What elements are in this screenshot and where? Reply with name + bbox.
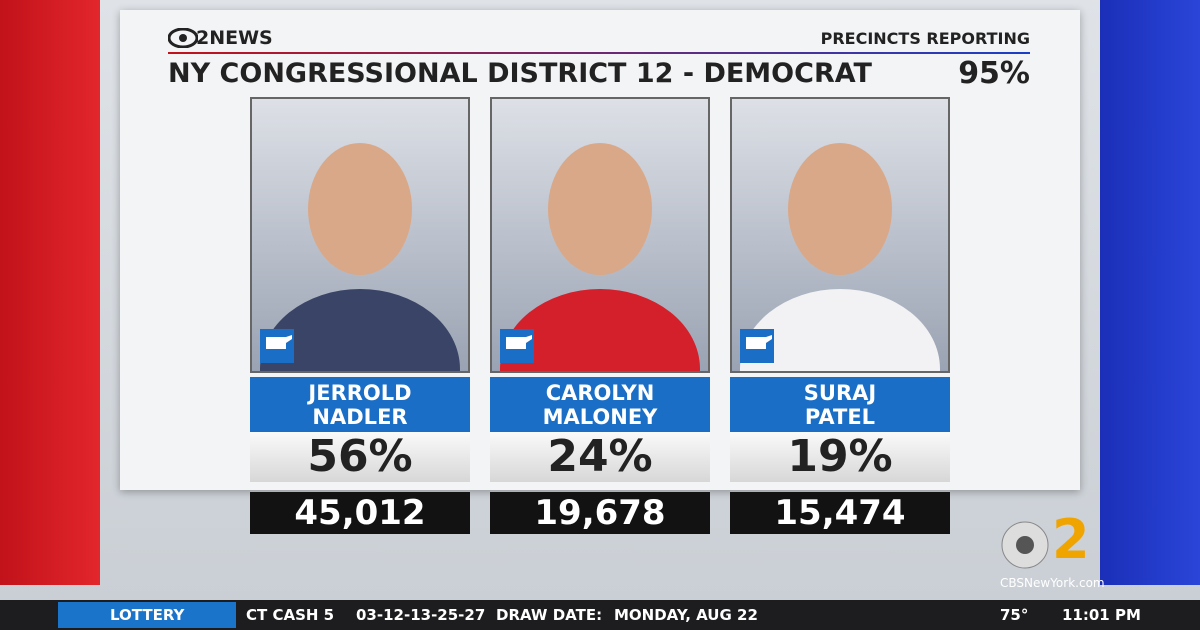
ticker-numbers: 03-12-13-25-27: [356, 606, 486, 624]
candidate-photo: [730, 97, 950, 373]
race-title: NY CONGRESSIONAL DISTRICT 12 - DEMOCRAT: [168, 58, 872, 89]
vote-count: 19,678: [490, 492, 710, 534]
station-number: 2: [1052, 508, 1090, 571]
reporting-label: PRECINCTS REPORTING: [820, 29, 1030, 48]
name-last: PATEL: [804, 405, 876, 429]
blue-stripe: [1100, 0, 1200, 585]
ticker-draw-date: MONDAY, AUG 22: [614, 606, 758, 624]
candidate-photo: [250, 97, 470, 373]
vote-count: 15,474: [730, 492, 950, 534]
vote-count: 45,012: [250, 492, 470, 534]
name-first: CAROLYN: [545, 381, 655, 405]
station-logo: 2: [1000, 508, 1110, 582]
ticker-section-box: [58, 602, 236, 628]
candidate-name: JERROLD NADLER: [250, 377, 470, 432]
news-logo: 2NEWS: [196, 27, 273, 49]
red-stripe: [0, 0, 100, 585]
name-last: NADLER: [312, 405, 408, 429]
portrait: [260, 143, 460, 371]
eye-logo: [168, 28, 198, 48]
name-first: JERROLD: [308, 381, 412, 405]
station-site: CBSNewYork.com: [1000, 576, 1105, 590]
portrait: [740, 143, 940, 371]
candidate-name: CAROLYN MALONEY: [490, 377, 710, 432]
header-rule: [168, 52, 1030, 54]
candidate-photo: [490, 97, 710, 373]
clock: 11:01 PM: [1062, 606, 1141, 624]
name-last: MALONEY: [542, 405, 658, 429]
ticker-game: CT CASH 5: [246, 606, 335, 624]
ticker-draw-label: DRAW DATE:: [496, 606, 603, 624]
vote-percent: 19%: [730, 432, 950, 482]
reporting-value: 95%: [958, 56, 1030, 91]
station-eye: [1001, 521, 1049, 569]
ticker-section: LOTTERY: [110, 606, 185, 624]
portrait: [500, 143, 700, 371]
name-first: SURAJ: [803, 381, 877, 405]
candidate-name: SURAJ PATEL: [730, 377, 950, 432]
vote-percent: 24%: [490, 432, 710, 482]
temperature: 75°: [1000, 606, 1029, 624]
vote-percent: 56%: [250, 432, 470, 482]
